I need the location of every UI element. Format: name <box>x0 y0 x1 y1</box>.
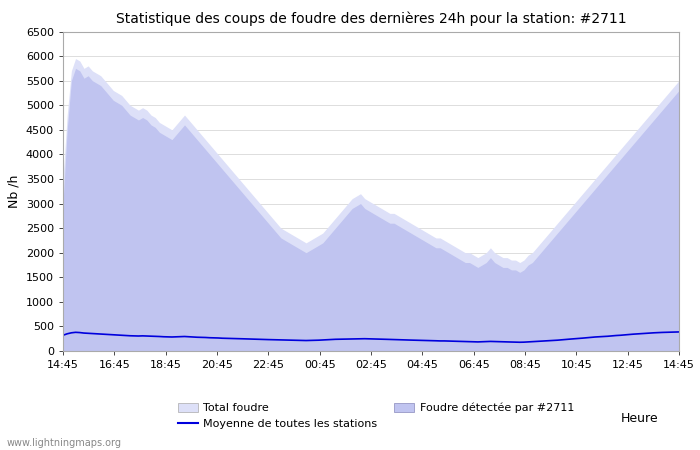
Legend: Total foudre, Moyenne de toutes les stations, Foudre détectée par #2711: Total foudre, Moyenne de toutes les stat… <box>174 398 578 433</box>
Title: Statistique des coups de foudre des dernières 24h pour la station: #2711: Statistique des coups de foudre des dern… <box>116 12 626 26</box>
Text: Heure: Heure <box>620 412 658 425</box>
Text: www.lightningmaps.org: www.lightningmaps.org <box>7 438 122 448</box>
Y-axis label: Nb /h: Nb /h <box>7 175 20 208</box>
